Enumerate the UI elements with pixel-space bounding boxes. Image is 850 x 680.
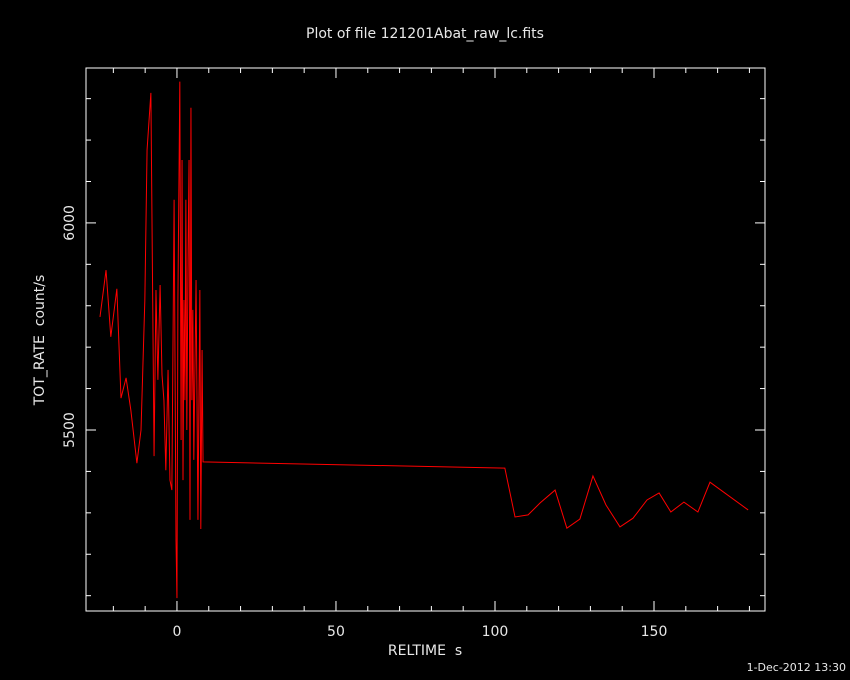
y-tick-label: 6000	[62, 205, 78, 241]
x-tick-label: 150	[641, 624, 668, 640]
x-tick-label: 50	[327, 624, 345, 640]
chart-title: Plot of file 121201Abat_raw_lc.fits	[306, 26, 544, 42]
x-axis-label: RELTIME s	[388, 643, 462, 659]
plot-frame	[85, 67, 766, 612]
y-axis-label: TOT_RATE count/s	[32, 275, 48, 407]
y-tick-label: 5500	[62, 412, 78, 448]
x-tick-label: 100	[482, 624, 509, 640]
data-line	[99, 81, 749, 599]
x-tick-label: 0	[172, 624, 181, 640]
footer-timestamp: 1-Dec-2012 13:30	[747, 661, 846, 674]
